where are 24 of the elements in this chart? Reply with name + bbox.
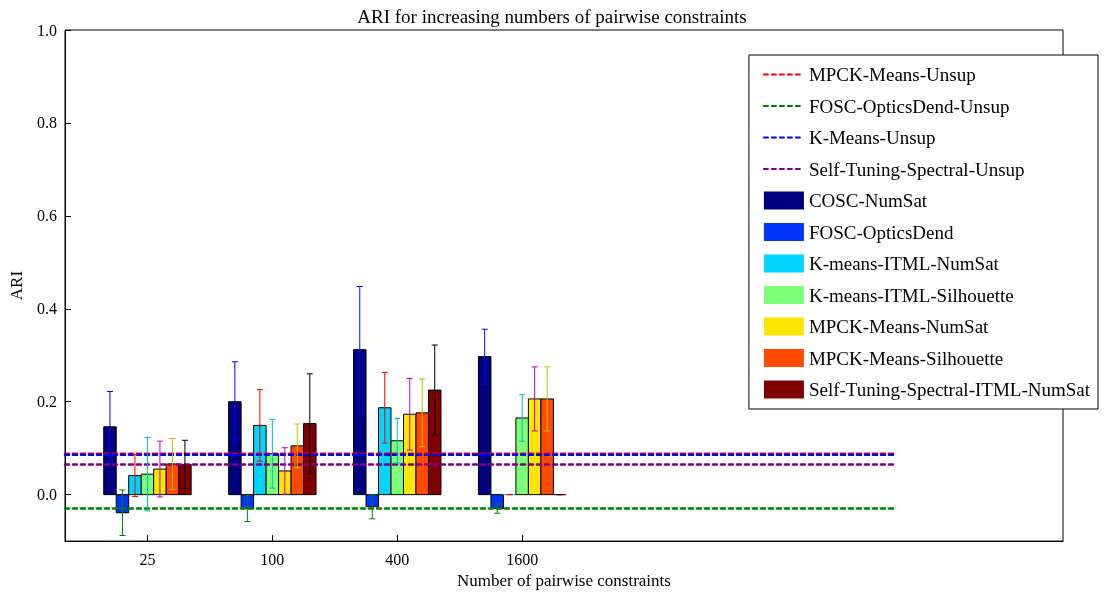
legend-label: FOSC-OpticsDend-Unsup bbox=[808, 95, 1010, 117]
x-axis-title: Number of pairwise constraints bbox=[457, 571, 671, 590]
y-tick-label: 0.4 bbox=[37, 300, 57, 318]
legend-label: Self-Tuning-Spectral-ITML-NumSat bbox=[808, 379, 1091, 400]
y-tick-label: 0.2 bbox=[37, 393, 57, 411]
legend-label: FOSC-OpticsDend bbox=[808, 221, 955, 243]
x-tick-label: 1600 bbox=[506, 550, 539, 568]
x-tick-label: 25 bbox=[139, 550, 156, 568]
y-axis-title: ARI bbox=[7, 270, 26, 301]
legend-label: K-Means-Unsup bbox=[808, 127, 936, 148]
x-tick-label: 100 bbox=[260, 550, 285, 568]
legend-label: MPCK-Means-Silhouette bbox=[808, 347, 1004, 369]
chart-title: ARI for increasing numbers of pairwise constraints bbox=[357, 6, 747, 27]
y-tick-label: 1.0 bbox=[37, 21, 57, 39]
legend-label: COSC-NumSat bbox=[808, 190, 928, 211]
y-tick-label: 0.8 bbox=[37, 114, 57, 132]
legend-label: K-means-ITML-Silhouette bbox=[808, 284, 1014, 306]
y-tick-label: 0.6 bbox=[37, 207, 57, 225]
y-tick-label: 0.0 bbox=[37, 486, 57, 504]
legend-label: MPCK-Means-NumSat bbox=[808, 316, 990, 337]
legend-label: K-means-ITML-NumSat bbox=[808, 253, 1000, 274]
legend-label: MPCK-Means-Unsup bbox=[808, 64, 976, 85]
x-tick-label: 400 bbox=[385, 550, 410, 568]
legend-label: Self-Tuning-Spectral-Unsup bbox=[808, 158, 1025, 180]
